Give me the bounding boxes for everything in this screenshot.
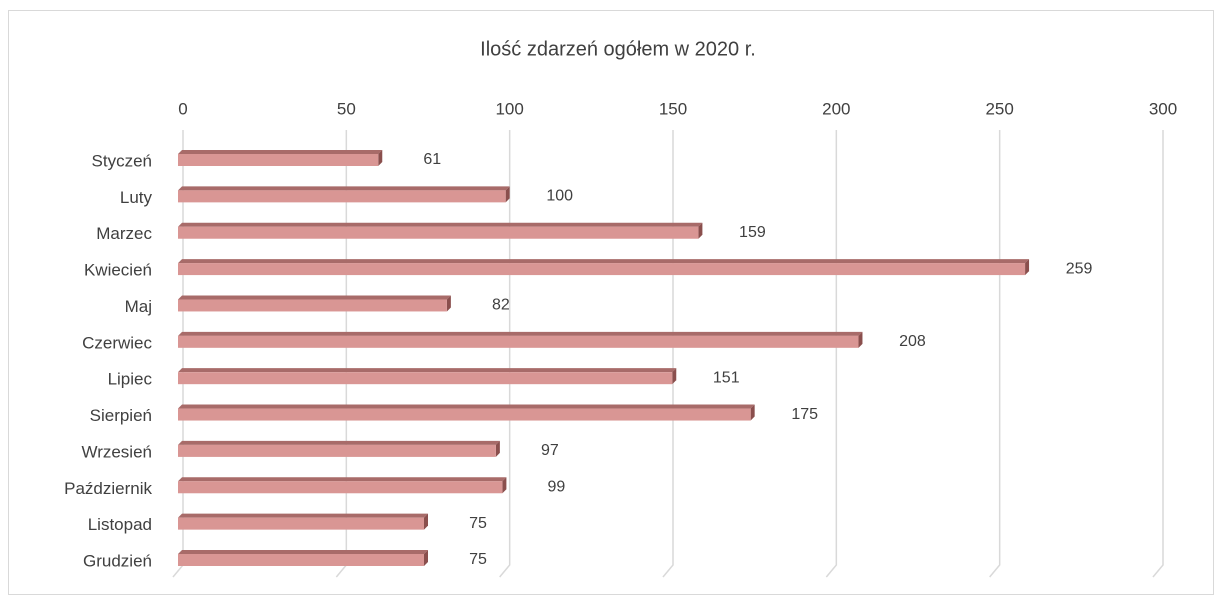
bar [178, 517, 424, 530]
bar-top [178, 222, 703, 227]
y-tick-label: Kwiecień [84, 261, 152, 280]
data-label: 82 [492, 297, 510, 314]
y-tick-label: Sierpień [90, 406, 152, 425]
x-tick-label: 0 [178, 99, 187, 118]
bar-top [178, 150, 383, 154]
x-tick-label: 50 [337, 99, 356, 118]
bar [178, 554, 424, 566]
bar-top [178, 259, 1030, 264]
bar [178, 299, 447, 312]
data-label: 61 [423, 151, 441, 168]
bar-side [1025, 259, 1030, 276]
bar-side [378, 150, 383, 166]
bar-side [858, 331, 863, 348]
bar-side [502, 477, 507, 494]
data-label: 151 [713, 369, 740, 386]
y-tick-label: Lipiec [108, 370, 153, 389]
bar-side [446, 295, 451, 312]
bar-top [178, 186, 510, 191]
x-tick-label: 150 [659, 99, 687, 118]
bar [178, 263, 1026, 276]
bar-side [495, 440, 500, 457]
data-label: 208 [899, 333, 926, 350]
bar [178, 444, 496, 457]
data-label: 175 [791, 406, 818, 423]
y-tick-label: Czerwiec [82, 333, 152, 352]
bar-top [178, 477, 507, 482]
grid-line [1152, 130, 1164, 578]
bar-top [178, 368, 677, 373]
bar-top [178, 513, 428, 518]
y-tick-label: Grudzień [83, 551, 152, 570]
y-tick-label: Październik [64, 479, 152, 498]
data-label: 99 [548, 478, 566, 495]
data-label: 259 [1066, 260, 1093, 277]
bar-top [178, 550, 428, 554]
data-label: 159 [739, 224, 766, 241]
bar [178, 335, 859, 348]
data-label: 75 [469, 551, 487, 568]
bar-top [178, 295, 451, 300]
data-label: 75 [469, 515, 487, 532]
bar-top [178, 331, 863, 336]
y-tick-label: Maj [125, 297, 152, 316]
chart-title: Ilość zdarzeń ogółem w 2020 r. [480, 38, 756, 60]
bar [178, 154, 379, 166]
bar [178, 372, 673, 385]
bar [178, 408, 751, 421]
y-tick-label: Listopad [88, 515, 152, 534]
y-tick-label: Marzec [96, 224, 152, 243]
bar-side [505, 186, 510, 203]
bar-side [424, 513, 428, 530]
y-tick-label: Wrzesień [81, 442, 152, 461]
bar-top [178, 440, 500, 445]
y-tick-label: Luty [120, 188, 153, 207]
bar-side [672, 368, 677, 385]
bar-top [178, 404, 755, 409]
bar-side [698, 222, 703, 239]
x-tick-label: 250 [985, 99, 1013, 118]
data-label: 97 [541, 442, 559, 459]
data-label: 100 [546, 188, 573, 205]
bar [178, 190, 506, 203]
x-tick-label: 100 [495, 99, 523, 118]
bar [178, 481, 503, 494]
x-tick-label: 200 [822, 99, 850, 118]
y-tick-label: Styczeń [92, 151, 152, 170]
bar-side [424, 550, 428, 566]
bar [178, 226, 699, 239]
bar-side [750, 404, 755, 421]
x-tick-label: 300 [1149, 99, 1177, 118]
